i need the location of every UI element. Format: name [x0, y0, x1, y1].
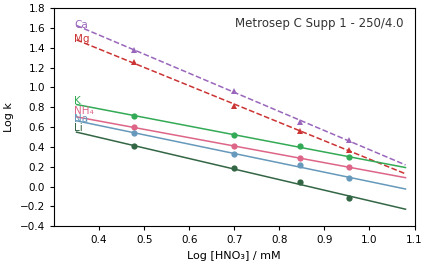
Y-axis label: Log k: Log k [4, 102, 14, 132]
Text: Mg: Mg [74, 34, 89, 45]
Text: Li: Li [74, 123, 83, 132]
Text: Na: Na [74, 114, 88, 124]
Text: K: K [74, 96, 81, 106]
Text: Ca: Ca [74, 20, 88, 29]
Text: NH₄: NH₄ [74, 106, 94, 116]
X-axis label: Log [HNO₃] / mM: Log [HNO₃] / mM [187, 251, 280, 261]
Text: Metrosep C Supp 1 - 250/4.0: Metrosep C Supp 1 - 250/4.0 [235, 17, 403, 30]
